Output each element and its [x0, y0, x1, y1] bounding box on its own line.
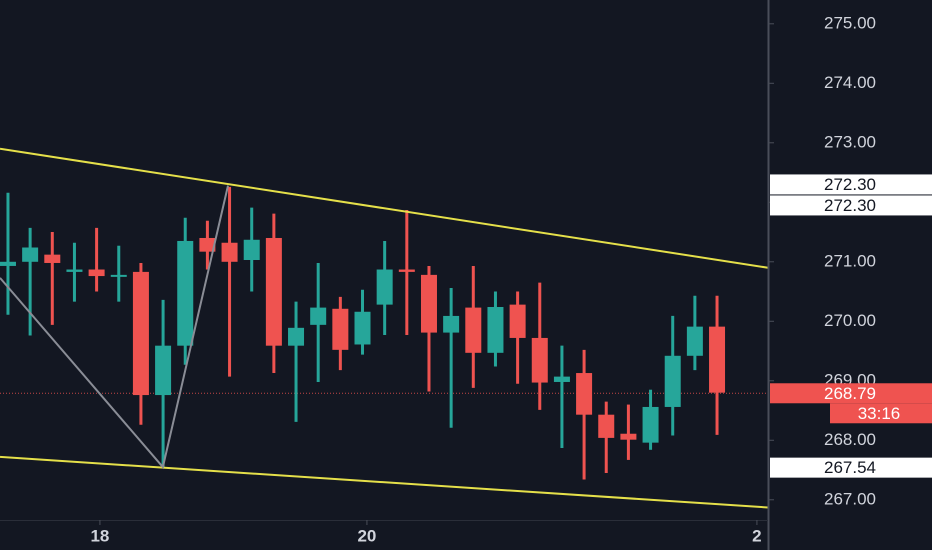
candle-body: [177, 240, 194, 346]
candle-body: [110, 274, 127, 277]
candle-body: [0, 261, 16, 266]
price-badge-label: 268.79: [824, 384, 876, 403]
countdown-label: 33:16: [858, 404, 901, 423]
candle-body: [66, 269, 83, 272]
candle-body: [354, 311, 371, 345]
candle-body: [332, 308, 349, 350]
y-tick-label: 267.00: [824, 489, 876, 508]
candle-body: [709, 326, 726, 393]
candle-body: [22, 247, 39, 262]
candle-body: [132, 271, 149, 396]
candle-body: [465, 307, 482, 353]
price-badge: [770, 457, 932, 478]
price-badge: [770, 174, 932, 195]
price-badge-label: 267.54: [824, 458, 876, 477]
plot: [0, 147, 768, 509]
candle-body: [243, 239, 260, 260]
trend-line: [0, 185, 229, 470]
countdown-badge: [830, 403, 932, 424]
candle-body: [598, 414, 615, 438]
price-badge: [770, 383, 932, 404]
y-tick-label: 271.00: [824, 251, 876, 270]
y-tick-label: 273.00: [824, 132, 876, 151]
y-tick-label: 275.00: [824, 13, 876, 32]
candle-body: [398, 269, 415, 272]
price-badge-label: 272.30: [824, 175, 876, 194]
candle-body: [553, 376, 570, 382]
candle-body: [288, 327, 305, 346]
trend-line: [0, 455, 768, 509]
candle-body: [576, 373, 593, 415]
x-tick-label: 18: [90, 526, 109, 545]
y-tick-label: 268.00: [824, 430, 876, 449]
price-badge-label: 272.30: [824, 196, 876, 215]
candle-body: [310, 307, 327, 325]
candle-body: [620, 433, 637, 440]
candle-body: [155, 345, 172, 396]
candle-body: [509, 304, 526, 338]
candle-body: [199, 237, 216, 252]
candle-body: [265, 237, 282, 346]
candle-body: [221, 242, 238, 262]
x-tick-label: 2: [752, 526, 761, 545]
candle-body: [88, 269, 105, 277]
price-badge: [770, 195, 932, 216]
candle-body: [376, 269, 393, 305]
y-tick-label: 274.00: [824, 73, 876, 92]
candle-body: [531, 337, 548, 383]
candle-body: [44, 254, 61, 263]
trend-line: [0, 147, 768, 269]
candle-body: [443, 315, 460, 333]
candle-body: [487, 307, 504, 353]
y-tick-label: 270.00: [824, 311, 876, 330]
candle-body: [420, 274, 437, 333]
candle-body: [686, 326, 703, 356]
candle-body: [664, 355, 681, 407]
x-tick-label: 20: [357, 526, 376, 545]
candle-body: [642, 406, 659, 443]
